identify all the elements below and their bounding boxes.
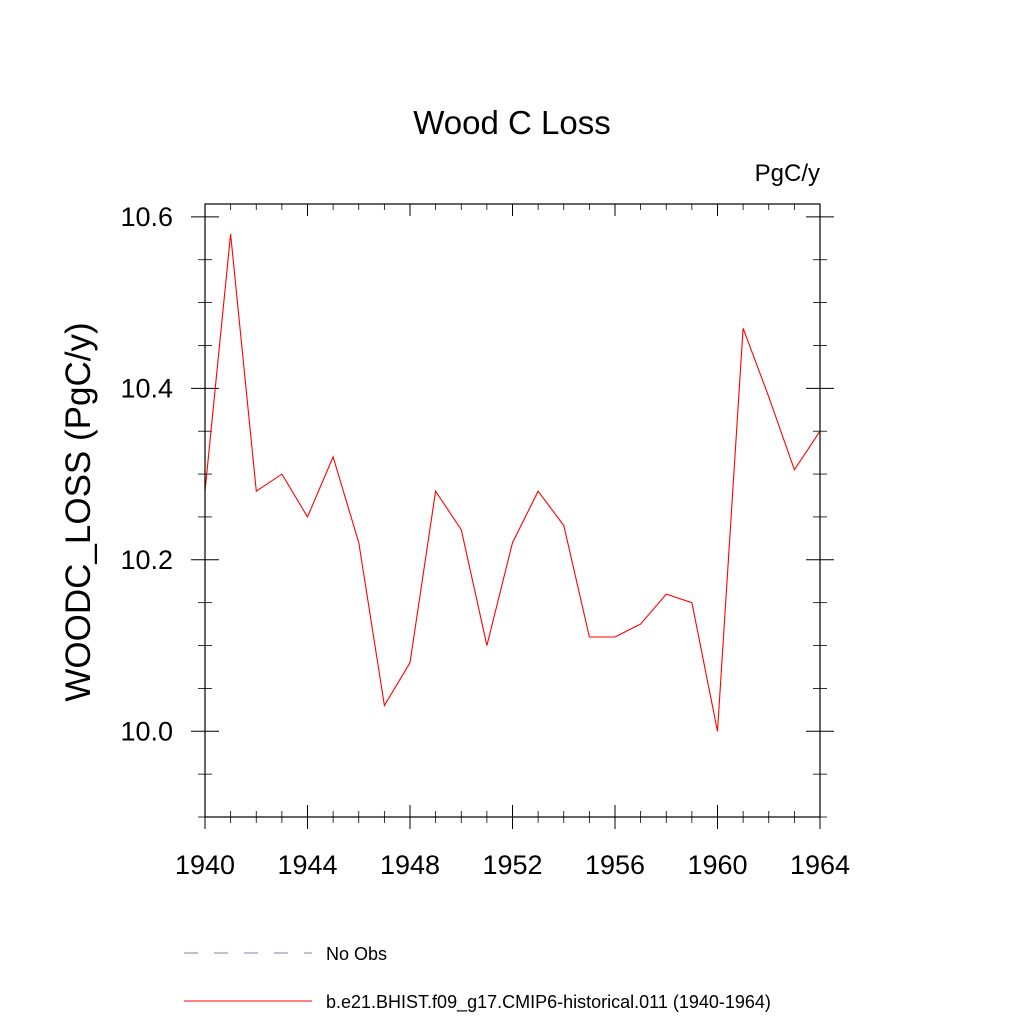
x-tick-label: 1956 [585, 850, 645, 880]
y-tick-label: 10.4 [120, 373, 173, 403]
series-lines [204, 233, 821, 732]
legend-label: No Obs [326, 944, 387, 964]
x-tick-label: 1948 [380, 850, 440, 880]
x-tick-label: 1964 [790, 850, 850, 880]
plot-frame [204, 203, 821, 818]
y-tick-label: 10.0 [120, 716, 173, 746]
y-axis-label: WOODC_LOSS (PgC/y) [59, 322, 98, 701]
y-tick-label: 10.6 [120, 202, 173, 232]
x-tick-label: 1952 [482, 850, 542, 880]
legend-label: b.e21.BHIST.f09_g17.CMIP6-historical.011… [326, 992, 771, 1013]
x-tick-label: 1944 [277, 850, 337, 880]
series-line [204, 233, 821, 732]
units-label: PgC/y [755, 160, 820, 187]
legend: No Obs b.e21.BHIST.f09_g17.CMIP6-historic… [184, 944, 771, 1013]
x-tick-label: 1940 [175, 850, 235, 880]
chart-title: Wood C Loss [413, 104, 610, 141]
x-tick-label: 1960 [687, 850, 747, 880]
y-tick-label: 10.2 [120, 545, 173, 575]
axis-ticks [191, 204, 834, 829]
tick-labels: 1940 1944 1948 1952 1956 1960 1964 10.0 10.2 10.4… [120, 202, 850, 880]
